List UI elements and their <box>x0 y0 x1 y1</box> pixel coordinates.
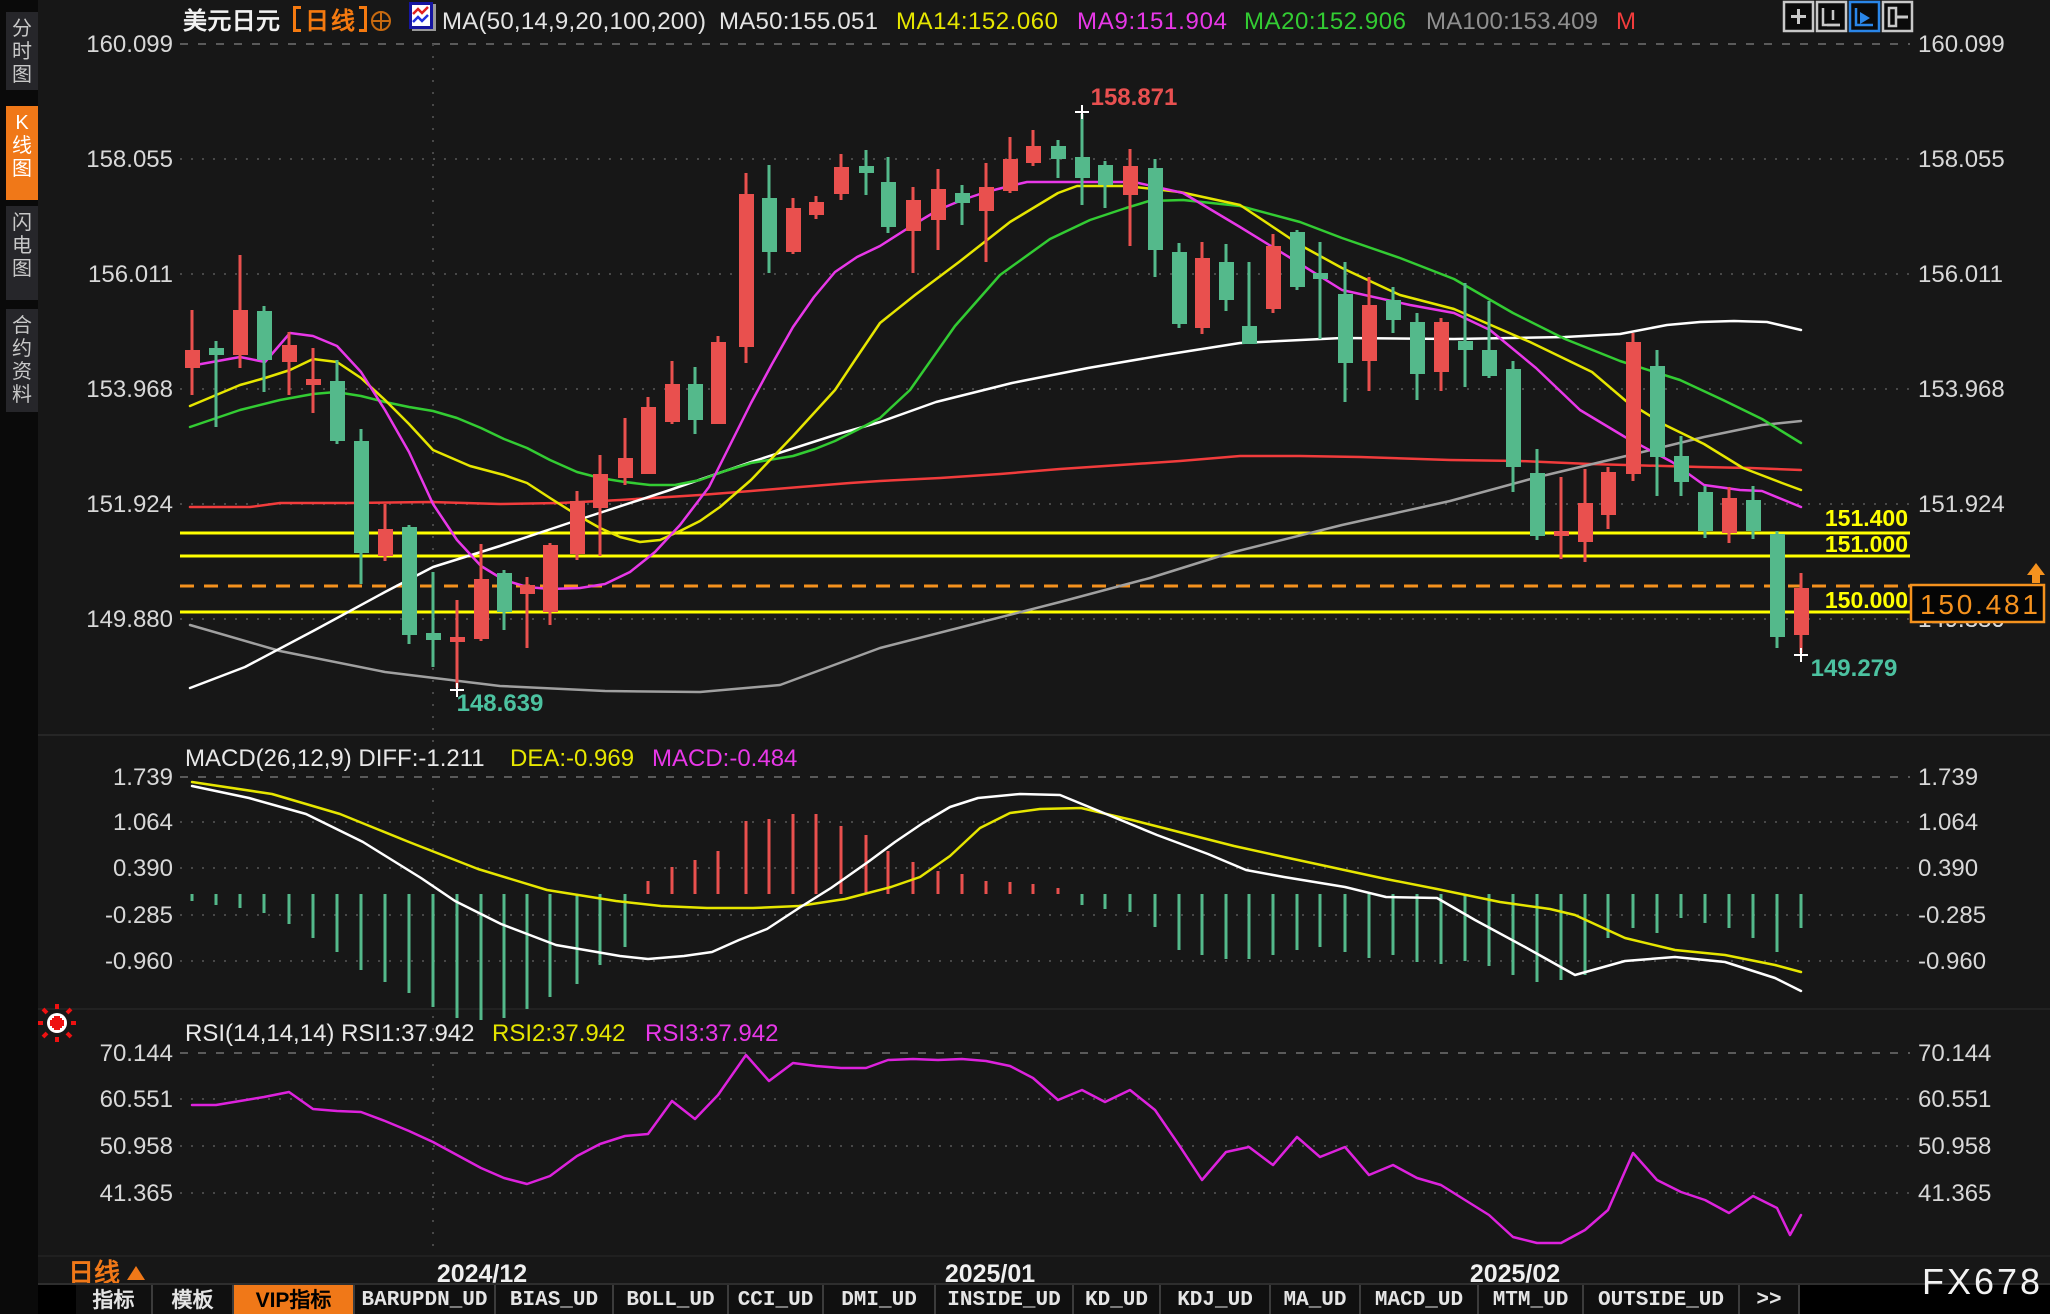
svg-text:MA(50,14,9,20,100,200): MA(50,14,9,20,100,200) <box>442 8 706 35</box>
svg-text:149.279: 149.279 <box>1811 655 1898 682</box>
svg-text:151.000: 151.000 <box>1825 531 1908 557</box>
svg-text:151.400: 151.400 <box>1825 505 1908 531</box>
svg-text:MA100:153.409: MA100:153.409 <box>1426 8 1598 35</box>
svg-text:M: M <box>1616 8 1636 35</box>
svg-text:RSI3:37.942: RSI3:37.942 <box>645 1020 778 1047</box>
svg-text:1.739: 1.739 <box>1918 764 1978 791</box>
svg-text:60.551: 60.551 <box>1918 1086 1991 1113</box>
svg-text:41.365: 41.365 <box>1918 1180 1991 1207</box>
svg-text:日线: 日线 <box>305 8 355 35</box>
svg-text:151.924: 151.924 <box>1918 491 2005 518</box>
svg-text:153.968: 153.968 <box>1918 376 2005 403</box>
svg-text:151.924: 151.924 <box>86 491 173 518</box>
svg-text:-0.285: -0.285 <box>105 902 173 929</box>
svg-text:150.000: 150.000 <box>1825 587 1908 613</box>
svg-text:153.968: 153.968 <box>86 376 173 403</box>
svg-text:-0.285: -0.285 <box>1918 902 1986 929</box>
svg-text:150.481: 150.481 <box>1920 589 2038 620</box>
svg-text:158.055: 158.055 <box>1918 146 2005 173</box>
svg-text:MACD:-0.484: MACD:-0.484 <box>652 745 797 772</box>
svg-text:-0.960: -0.960 <box>105 948 173 975</box>
svg-text:70.144: 70.144 <box>100 1040 173 1067</box>
svg-text:MA50:155.051: MA50:155.051 <box>719 8 878 35</box>
svg-text:156.011: 156.011 <box>88 261 173 288</box>
svg-text:0.390: 0.390 <box>1918 855 1978 882</box>
svg-text:DEA:-0.969: DEA:-0.969 <box>510 745 634 772</box>
svg-text:1.064: 1.064 <box>1918 809 1978 836</box>
svg-text:149.880: 149.880 <box>86 606 173 633</box>
svg-text:1.064: 1.064 <box>113 809 173 836</box>
svg-text:0.390: 0.390 <box>113 855 173 882</box>
svg-text:60.551: 60.551 <box>100 1086 173 1113</box>
svg-text:41.365: 41.365 <box>100 1180 173 1207</box>
svg-text:RSI2:37.942: RSI2:37.942 <box>492 1020 625 1047</box>
svg-text:70.144: 70.144 <box>1918 1040 1991 1067</box>
svg-text:50.958: 50.958 <box>100 1133 173 1160</box>
svg-text:160.099: 160.099 <box>1918 31 2005 58</box>
svg-text:RSI(14,14,14) RSI1:37.942: RSI(14,14,14) RSI1:37.942 <box>185 1020 475 1047</box>
svg-text:-0.960: -0.960 <box>1918 948 1986 975</box>
svg-text:美元日元: 美元日元 <box>183 7 280 35</box>
svg-text:158.055: 158.055 <box>86 146 173 173</box>
svg-text:156.011: 156.011 <box>1918 261 2003 288</box>
svg-text:158.871: 158.871 <box>1091 84 1178 111</box>
svg-text:148.639: 148.639 <box>457 690 544 717</box>
svg-text:MA14:152.060: MA14:152.060 <box>896 8 1058 35</box>
svg-text:MACD(26,12,9) DIFF:-1.211: MACD(26,12,9) DIFF:-1.211 <box>185 745 485 772</box>
svg-text:50.958: 50.958 <box>1918 1133 1991 1160</box>
svg-text:1.739: 1.739 <box>113 764 173 791</box>
svg-text:MA20:152.906: MA20:152.906 <box>1244 8 1406 35</box>
svg-text:MA9:151.904: MA9:151.904 <box>1077 8 1227 35</box>
svg-text:160.099: 160.099 <box>86 31 173 58</box>
